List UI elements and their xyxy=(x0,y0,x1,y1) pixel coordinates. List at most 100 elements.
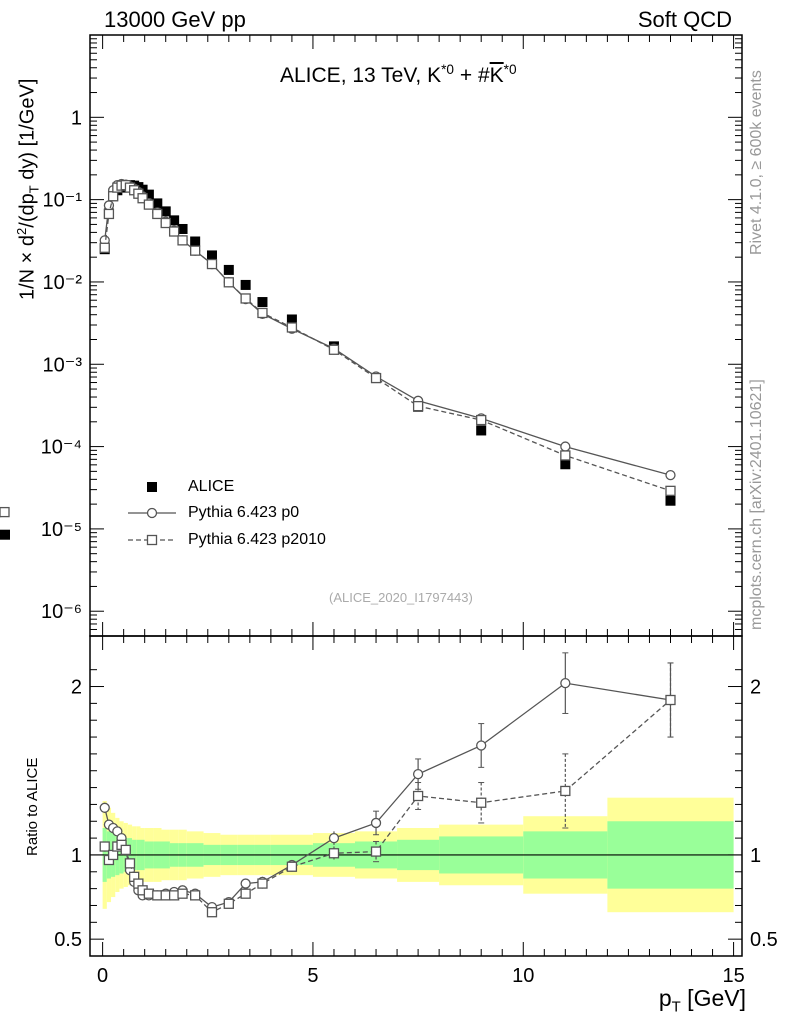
legend-marker-p0 xyxy=(146,507,158,519)
data-point-2-20 xyxy=(286,322,298,333)
data-point-0-16 xyxy=(206,250,217,261)
plot-title: ALICE, 13 TeV, K*0 + #K*0 xyxy=(280,62,517,87)
x-tick-label: 15 xyxy=(722,965,744,987)
ratio-point-0-23 xyxy=(412,768,424,780)
legend-markers xyxy=(128,482,176,546)
series-line-1 xyxy=(104,183,671,476)
analysis-id: (ALICE_2020_I1797443) xyxy=(329,590,473,605)
ratio-point-1-11 xyxy=(152,890,163,901)
ratio-point-1-20 xyxy=(286,861,298,872)
data-point-2-2 xyxy=(107,191,119,202)
ratio-point-1-25 xyxy=(560,785,571,797)
ratio-point-1-17 xyxy=(223,898,234,909)
tick-labels: 10⁻⁶10⁻⁵10⁻⁴10⁻³10⁻²10⁻¹10 5 10 150.5 0.51 12… xyxy=(41,107,778,987)
bottom-panel-border xyxy=(89,635,743,957)
data-point-0-24 xyxy=(476,425,487,436)
mcplots-label: mcplots.cern.ch [arXiv:2401.10621] xyxy=(748,379,765,630)
data-point-2-23 xyxy=(412,400,424,412)
ratio-point-0-18 xyxy=(240,878,251,889)
ratio-point-1-13 xyxy=(168,890,180,901)
ratio-point-1-23 xyxy=(412,790,424,802)
data-point-1-25 xyxy=(560,441,571,452)
legend-label-mc-p2010: Pythia 6.423 p2010 xyxy=(188,531,326,548)
x-axis-label: pT [GeV] xyxy=(658,985,746,1016)
data-point-2-25 xyxy=(560,450,571,461)
header-category: Soft QCD xyxy=(637,7,732,32)
data-point-2-10 xyxy=(143,199,155,210)
data-point-2-11 xyxy=(152,208,163,220)
ratio-y-tick-label-right: 2 xyxy=(750,677,761,699)
ratio-point-1-12 xyxy=(160,890,171,901)
bottom-panel-frame xyxy=(89,635,743,957)
x-tick-label: 5 xyxy=(307,965,318,987)
ratio-point-1-0 xyxy=(99,841,110,852)
data-point-0-10 xyxy=(143,189,154,200)
ratio-point-1-14 xyxy=(177,888,188,899)
rivet-version-label: Rivet 4.1.0, ≥ 600k events xyxy=(748,70,765,255)
data-point-2-21 xyxy=(328,344,340,355)
y-tick-label: 10⁻⁶ xyxy=(41,601,82,623)
ratio-point-1-18 xyxy=(240,888,251,899)
ratio-y-tick-label: 2 xyxy=(71,677,82,699)
data-point-0-11 xyxy=(152,198,163,209)
data-point-0-19 xyxy=(257,297,268,308)
x-tick-label: 0 xyxy=(97,965,108,987)
data-point-2-26 xyxy=(665,485,676,496)
series-line-2 xyxy=(104,184,671,492)
legend-label-mc-p0: Pythia 6.423 p0 xyxy=(188,504,300,521)
data-point-2-18 xyxy=(240,293,251,304)
ratio-point-0-21 xyxy=(328,832,340,844)
data-point-1-26 xyxy=(665,469,676,481)
ratio-point-0-22 xyxy=(370,817,382,829)
data-point-1-1 xyxy=(103,200,115,211)
ratio-point-1-10 xyxy=(143,888,155,899)
data-point-0-12 xyxy=(160,206,171,217)
data-point-0-15 xyxy=(190,236,201,247)
data-point-2-13 xyxy=(168,226,180,237)
data-point-2-12 xyxy=(160,217,171,229)
top-panel-series xyxy=(0,178,676,540)
header-process: 13000 GeV pp xyxy=(104,7,246,32)
ratio-point-1-5 xyxy=(120,844,131,856)
data-point-0-25 xyxy=(560,459,571,470)
data-point-2-9 xyxy=(137,193,148,204)
data-point-0-26 xyxy=(665,495,676,506)
data-point-2-22 xyxy=(370,372,382,384)
y-tick-label: 10⁻⁵ xyxy=(41,519,82,541)
ratio-point-1-6 xyxy=(124,858,136,869)
data-point-0-14 xyxy=(177,223,188,234)
y-tick-label: 10⁻² xyxy=(43,272,83,294)
data-point-0-27 xyxy=(0,529,10,540)
bottom-panel-series xyxy=(99,652,676,918)
data-point-2-16 xyxy=(206,258,218,270)
ratio-point-1-19 xyxy=(257,878,268,889)
y-tick-label: 10⁻³ xyxy=(43,354,83,376)
ratio-point-0-25 xyxy=(560,678,571,689)
legend-marker-data xyxy=(147,482,157,492)
y-axis-label-ratio: Ratio to ALICE xyxy=(24,757,41,856)
legend-marker-p2010 xyxy=(146,534,158,546)
data-point-2-14 xyxy=(177,235,188,246)
data-point-2-0 xyxy=(99,242,110,253)
ratio-y-tick-label: 0.5 xyxy=(54,929,82,951)
ratio-point-1-24 xyxy=(476,797,487,808)
data-point-2-24 xyxy=(476,414,487,426)
ratio-point-1-15 xyxy=(190,890,201,901)
ratio-point-0-24 xyxy=(476,740,487,751)
data-point-2-15 xyxy=(190,245,201,256)
ratio-y-tick-label: 1 xyxy=(71,845,82,867)
ratio-point-1-21 xyxy=(328,848,340,859)
y-tick-label: 10⁻⁴ xyxy=(41,437,82,459)
ratio-point-1-16 xyxy=(206,907,218,918)
ratio-point-1-26 xyxy=(665,694,676,706)
y-tick-label: 1 xyxy=(71,107,82,129)
data-point-0-13 xyxy=(169,215,180,226)
y-axis-label-top: 1/N × d2/(dpT dy) [1/GeV] xyxy=(14,78,42,300)
legend-label-data: ALICE xyxy=(188,478,235,495)
data-point-2-1 xyxy=(103,208,115,220)
x-tick-label: 10 xyxy=(512,965,534,987)
ratio-y-tick-label-right: 1 xyxy=(750,845,761,867)
data-point-0-20 xyxy=(286,314,297,325)
data-point-0-17 xyxy=(223,264,234,275)
